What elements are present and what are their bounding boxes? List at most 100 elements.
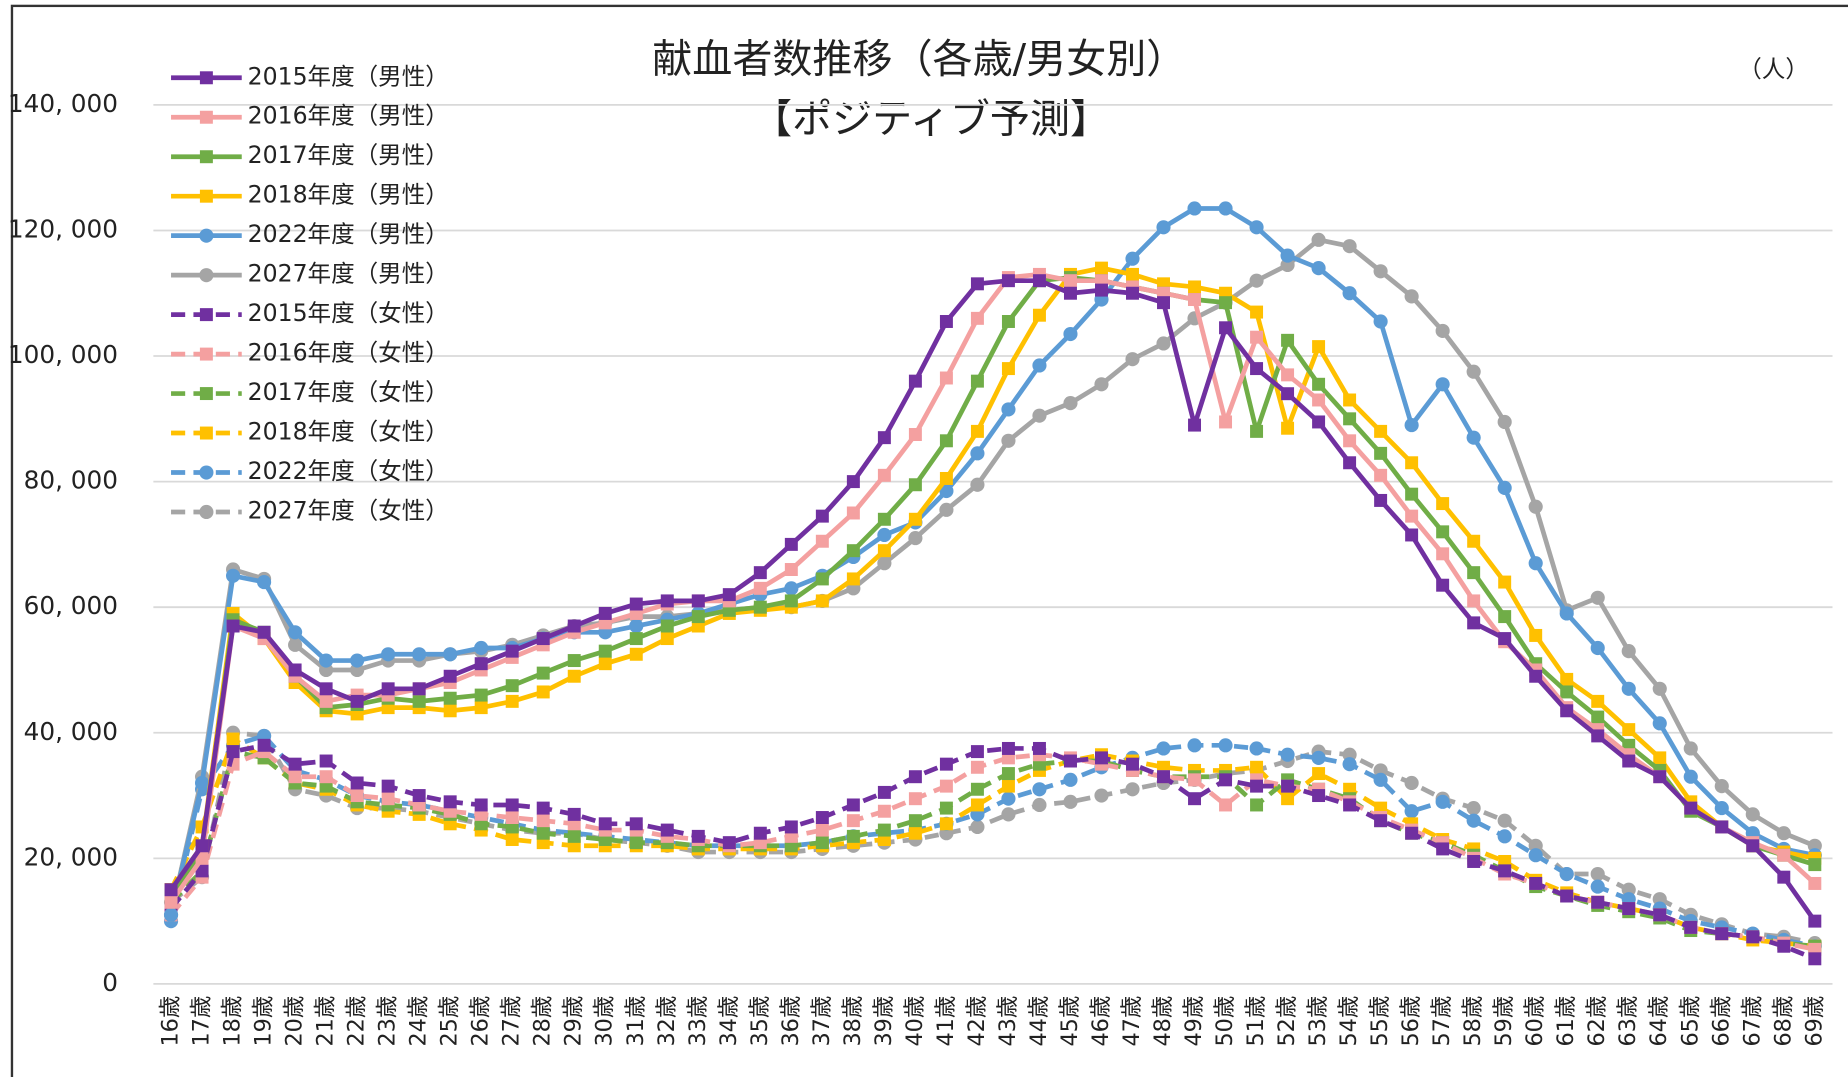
point: [1467, 854, 1481, 868]
point: [1187, 738, 1202, 753]
point: [443, 669, 457, 683]
x-tick-label: 39歳: [871, 996, 897, 1047]
point: [536, 826, 550, 840]
x-tick-label: 18歳: [220, 996, 246, 1047]
legend-label: 2027年度（男性）: [248, 260, 449, 288]
point: [1311, 750, 1326, 765]
point: [1125, 251, 1140, 266]
point: [1281, 368, 1295, 382]
point: [1404, 775, 1419, 791]
point: [1683, 769, 1698, 784]
point: [1528, 499, 1543, 514]
x-tick-label: 34歳: [716, 996, 742, 1047]
point: [908, 374, 922, 388]
point: [1343, 412, 1357, 426]
legend-label: 2016年度（男性）: [248, 102, 449, 130]
x-tick-label: 62歳: [1584, 996, 1610, 1047]
x-tick-label: 69歳: [1801, 996, 1827, 1047]
legend-marker: [199, 347, 213, 361]
legend-label: 2017年度（女性）: [248, 378, 449, 406]
point: [753, 826, 767, 840]
point: [939, 502, 954, 517]
point: [1311, 261, 1326, 276]
point: [1001, 807, 1016, 822]
point: [350, 694, 364, 708]
point: [1125, 782, 1140, 797]
point: [1250, 424, 1264, 438]
point: [1063, 286, 1077, 300]
point: [1373, 772, 1388, 787]
point: [939, 483, 954, 499]
point: [970, 446, 985, 461]
point: [1001, 433, 1016, 448]
point: [1250, 760, 1264, 774]
x-tick-label: 23歳: [375, 996, 401, 1047]
point: [1218, 201, 1233, 216]
point: [1622, 754, 1636, 768]
legend-label: 2018年度（女性）: [248, 418, 449, 446]
point: [1156, 741, 1171, 756]
point: [784, 820, 798, 834]
x-tick-label: 57歳: [1429, 996, 1455, 1047]
point: [1560, 889, 1574, 903]
point: [443, 795, 457, 809]
point: [1001, 741, 1015, 755]
point: [567, 619, 581, 633]
point: [1373, 264, 1388, 279]
point: [1436, 525, 1450, 539]
point: [1343, 393, 1357, 407]
point: [536, 666, 550, 680]
point: [1001, 779, 1015, 793]
point: [443, 691, 457, 705]
point: [1808, 952, 1822, 966]
point: [474, 657, 488, 671]
point: [1032, 797, 1047, 813]
point: [1652, 681, 1667, 696]
point: [195, 851, 209, 865]
point: [1745, 807, 1760, 822]
point: [1281, 792, 1295, 806]
point: [1032, 741, 1046, 755]
point: [1188, 773, 1202, 787]
point: [877, 823, 891, 837]
x-tick-label: 51歳: [1243, 996, 1269, 1047]
legend-label: 2018年度（男性）: [248, 181, 449, 209]
point: [1529, 876, 1543, 890]
point: [1715, 820, 1729, 834]
point: [1622, 723, 1636, 737]
point: [660, 632, 674, 646]
point: [1436, 578, 1450, 592]
point: [691, 610, 705, 624]
point: [1466, 801, 1481, 816]
legend-marker: [199, 465, 214, 480]
x-tick-label: 59歳: [1491, 996, 1517, 1047]
x-tick-label: 56歳: [1398, 996, 1424, 1047]
x-tick-label: 47歳: [1119, 996, 1145, 1047]
point: [1001, 315, 1015, 328]
point: [846, 544, 860, 558]
point: [1342, 757, 1357, 772]
point: [226, 745, 240, 759]
point: [1621, 681, 1636, 696]
point: [443, 647, 458, 662]
x-tick-label: 31歳: [623, 996, 649, 1047]
legend-label: 2015年度（女性）: [248, 299, 449, 327]
point: [1063, 326, 1078, 342]
point: [970, 424, 984, 438]
point: [1094, 377, 1109, 392]
point: [1063, 396, 1078, 411]
x-tick-label: 43歳: [995, 996, 1021, 1047]
point: [784, 594, 798, 608]
point: [1405, 487, 1419, 501]
point: [1559, 866, 1574, 882]
y-tick-label: 140, 000: [8, 89, 118, 118]
point: [257, 738, 271, 752]
point: [1684, 801, 1698, 815]
point: [1188, 418, 1202, 432]
point: [1250, 305, 1264, 319]
point: [629, 618, 644, 634]
y-tick-label: 40, 000: [24, 717, 118, 746]
point: [350, 789, 364, 803]
point: [1497, 813, 1512, 828]
